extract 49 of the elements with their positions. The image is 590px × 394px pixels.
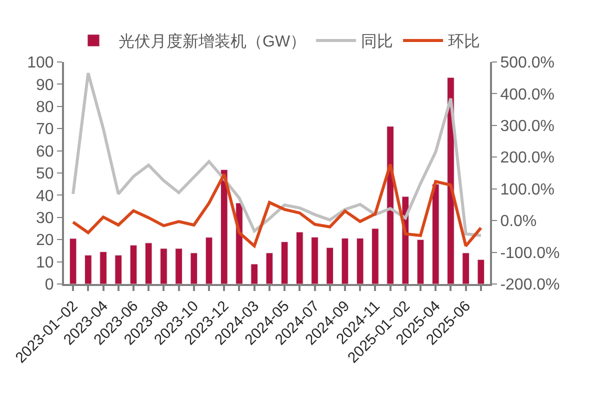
y2-tick-label: 400.0% xyxy=(500,86,554,104)
y-tick-label: 60 xyxy=(36,143,54,160)
bar xyxy=(175,248,182,284)
bar xyxy=(311,236,318,284)
bar xyxy=(205,237,213,284)
bar xyxy=(477,259,485,284)
line-series xyxy=(72,72,482,237)
bar xyxy=(130,244,138,284)
bar xyxy=(462,252,470,284)
y-tick-label: 40 xyxy=(36,188,54,205)
bar xyxy=(326,247,334,284)
bar xyxy=(69,238,77,284)
bar xyxy=(296,232,304,284)
y-tick-label: 70 xyxy=(36,121,54,138)
bar xyxy=(160,248,168,284)
legend-label: 环比 xyxy=(448,32,480,51)
y2-tick-label: 300.0% xyxy=(500,118,554,136)
bar xyxy=(220,169,228,284)
bar xyxy=(432,184,440,284)
bar xyxy=(266,252,274,284)
y2-tick-label: 500.0% xyxy=(500,54,554,72)
line-series xyxy=(72,162,482,248)
y2-tick-label: 200.0% xyxy=(500,150,554,167)
bar xyxy=(386,126,394,284)
legend-label: 同比 xyxy=(361,32,394,51)
bar xyxy=(114,254,122,284)
bar xyxy=(100,252,107,284)
bar xyxy=(356,238,364,284)
y2-tick-label: 0.0% xyxy=(500,213,537,230)
y-tick-label: 90 xyxy=(36,76,54,94)
bar xyxy=(250,264,258,284)
bar xyxy=(341,238,349,284)
y2-tick-label: -200.0% xyxy=(500,276,560,294)
y-tick-label: 30 xyxy=(36,210,54,227)
bar xyxy=(84,254,92,284)
bar xyxy=(280,242,288,284)
y-tick-label: 80 xyxy=(36,99,54,116)
y-tick-label: 50 xyxy=(36,166,54,183)
bar xyxy=(190,252,198,284)
y2-tick-label: -100.0% xyxy=(500,244,560,262)
bar xyxy=(416,239,424,284)
y-tick-label: 0 xyxy=(44,276,54,294)
y2-tick-label: 100.0% xyxy=(500,181,554,198)
bar xyxy=(372,228,379,284)
y-tick-label: 100 xyxy=(27,54,54,72)
y-tick-label: 20 xyxy=(36,232,54,250)
bar xyxy=(144,242,152,284)
legend-label: 光伏月度新增装机（GW） xyxy=(118,32,306,51)
y-tick-label: 10 xyxy=(36,254,54,272)
